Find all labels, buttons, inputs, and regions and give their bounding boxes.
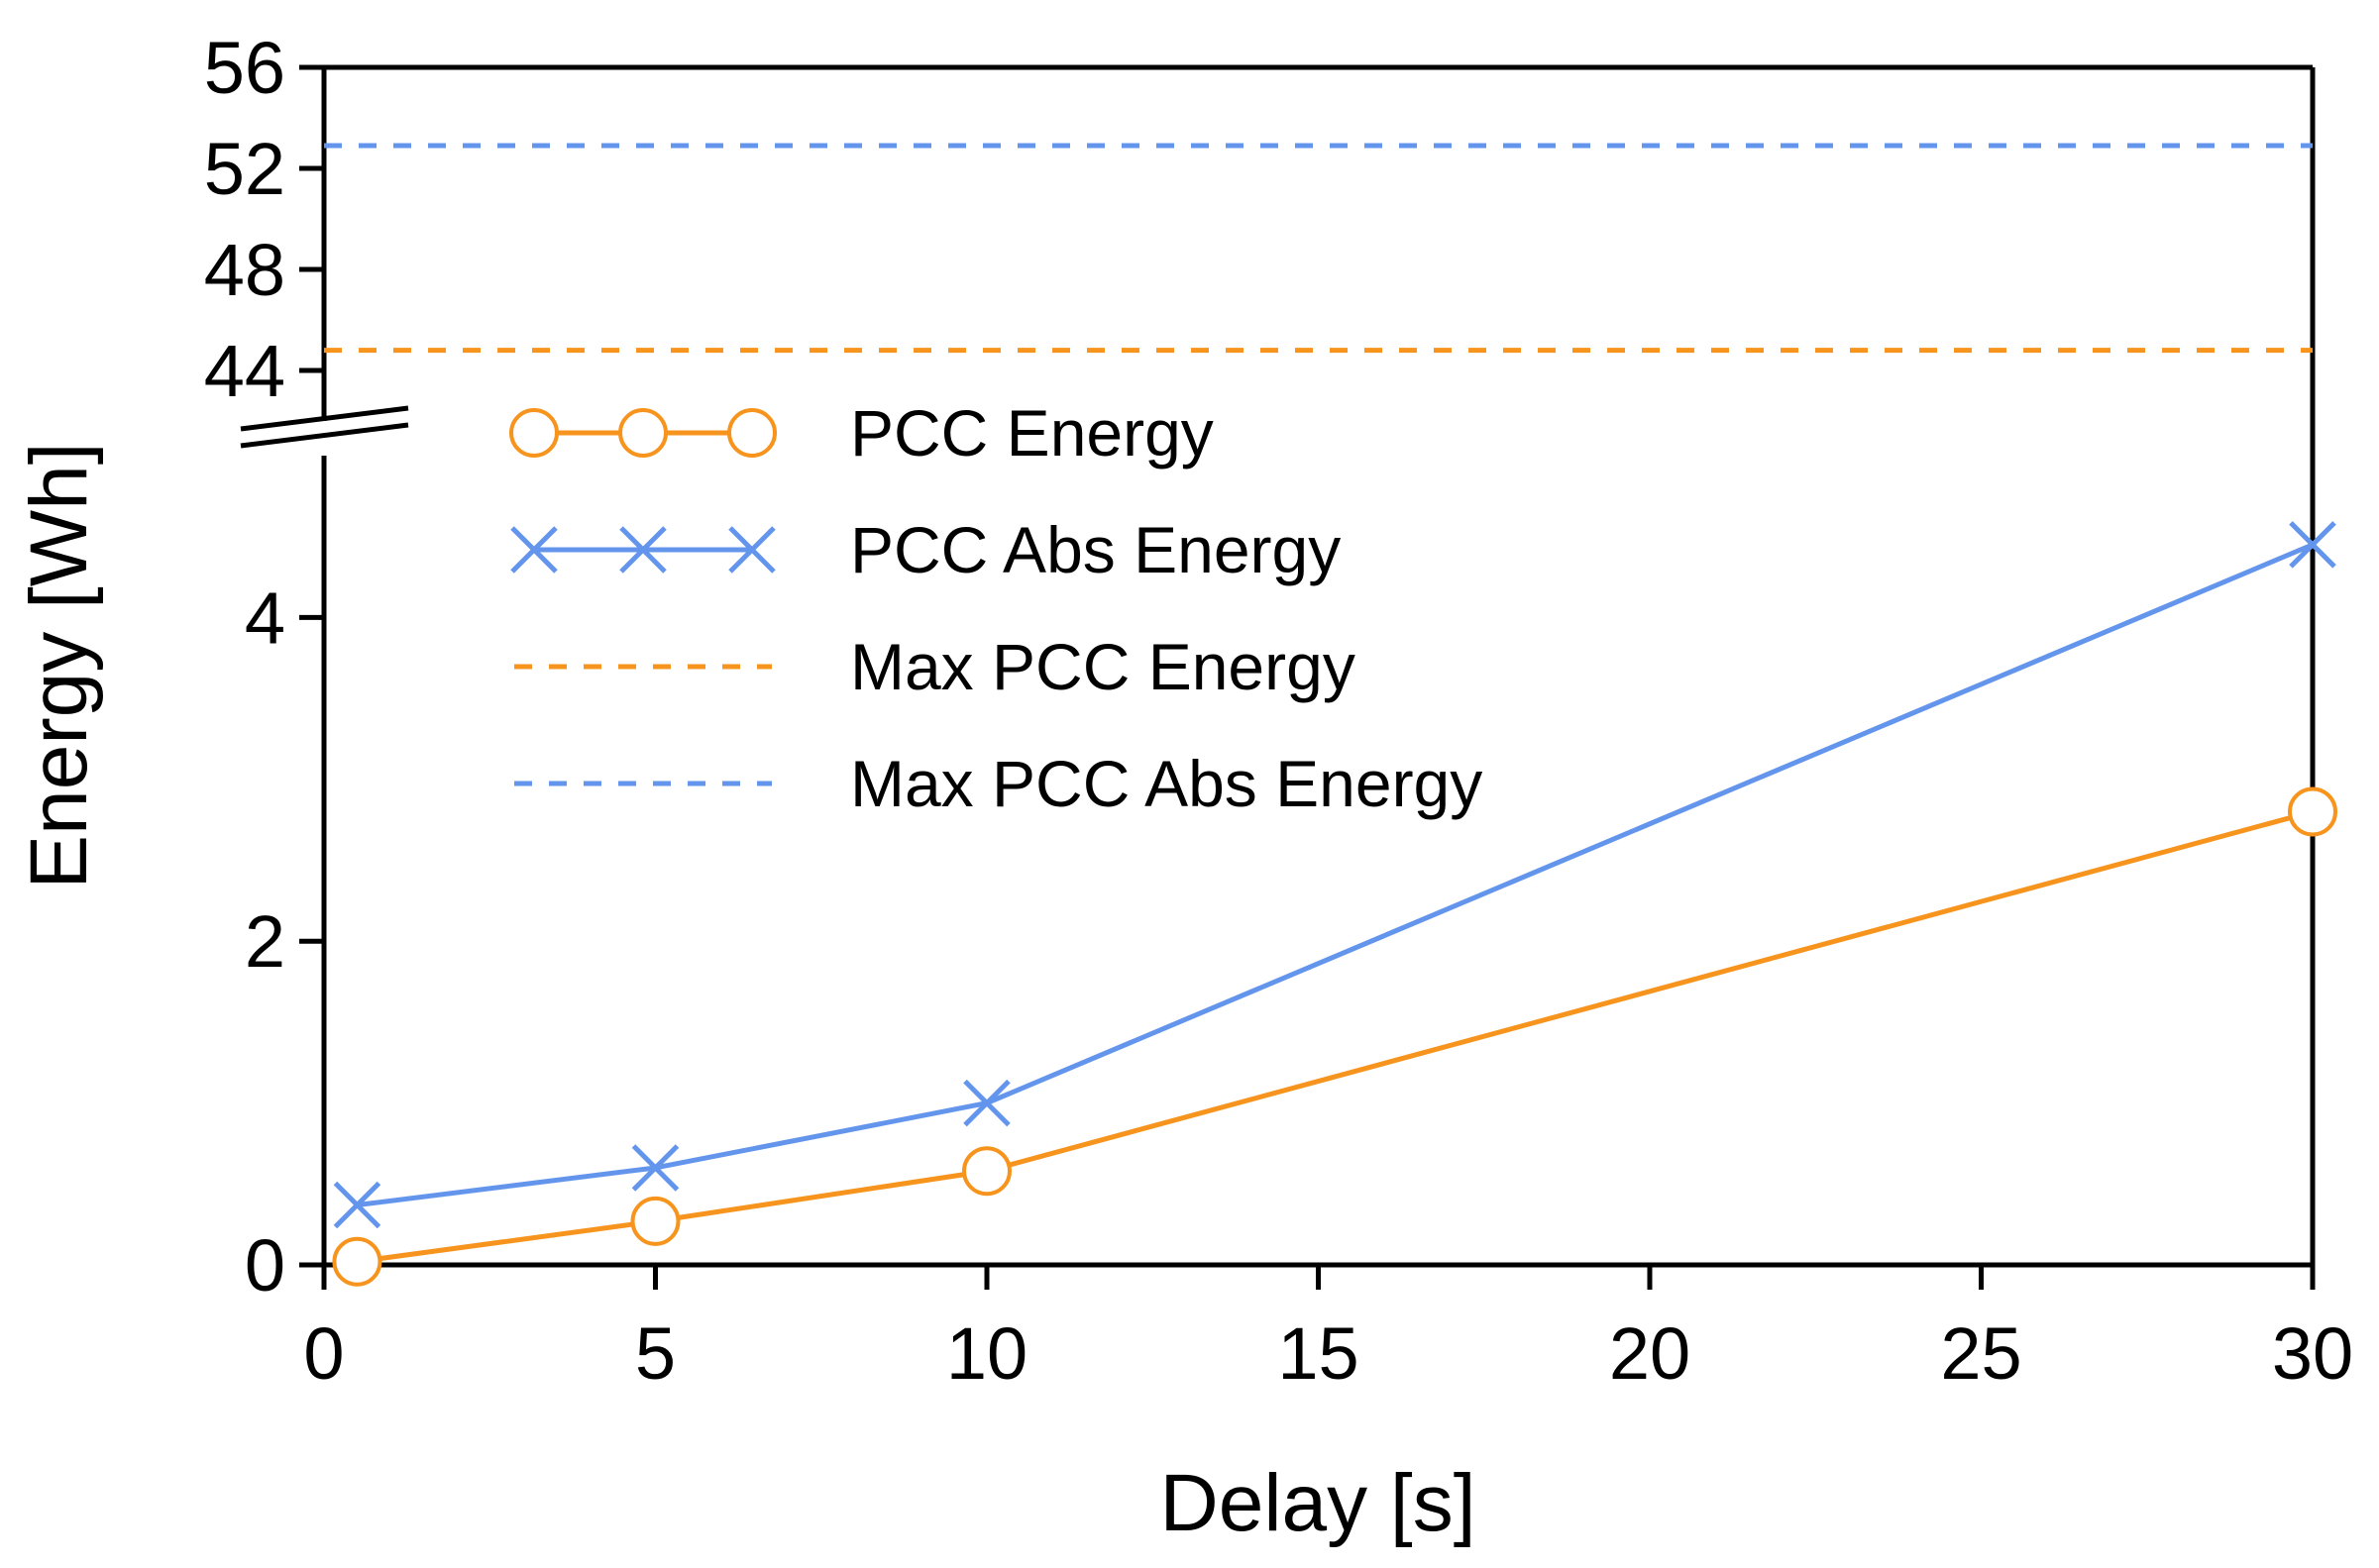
y-tick-label: 48 bbox=[204, 229, 285, 311]
x-tick-label: 25 bbox=[1940, 1312, 2021, 1395]
data-point-pcc-abs-energy bbox=[963, 1079, 1011, 1127]
data-point-pcc-energy bbox=[962, 1146, 1012, 1197]
legend-item-pcc-abs-energy: PCC Abs Energy bbox=[510, 513, 1341, 586]
legend-marker bbox=[618, 408, 668, 458]
x-tick-label: 5 bbox=[635, 1312, 676, 1395]
legend-item-max-pcc-abs-energy: Max PCC Abs Energy bbox=[514, 747, 1482, 820]
legend-label: PCC Abs Energy bbox=[850, 513, 1341, 586]
y-tick-label: 52 bbox=[204, 128, 285, 210]
legend-label: Max PCC Abs Energy bbox=[850, 747, 1482, 820]
legend-marker bbox=[727, 408, 777, 458]
data-point-pcc-abs-energy bbox=[333, 1181, 381, 1229]
series-line-pcc-abs-energy bbox=[357, 542, 2314, 1208]
legend: PCC Energy PCC Abs Energy Max PCC Energy Ma… bbox=[509, 396, 1482, 820]
y-tick-label: 44 bbox=[204, 330, 285, 412]
legend-label: PCC Energy bbox=[850, 396, 1214, 470]
legend-item-max-pcc-energy: Max PCC Energy bbox=[514, 630, 1355, 703]
series-pcc-energy bbox=[332, 786, 2337, 1287]
y-tick-label: 2 bbox=[245, 900, 285, 983]
x-tick-label: 15 bbox=[1277, 1312, 1358, 1395]
legend-label: Max PCC Energy bbox=[850, 630, 1355, 703]
data-point-pcc-energy bbox=[630, 1196, 681, 1246]
y-tick-label: 56 bbox=[204, 27, 285, 109]
x-tick-label: 0 bbox=[303, 1312, 344, 1395]
axis-break-mark-upper bbox=[240, 405, 409, 432]
y-tick-label: 0 bbox=[245, 1224, 285, 1307]
axis-break-mark-lower bbox=[240, 422, 409, 449]
axis-break-marks bbox=[240, 405, 409, 449]
legend-marker bbox=[509, 408, 559, 458]
series-line-pcc-energy bbox=[357, 809, 2314, 1265]
x-tick-label: 30 bbox=[2272, 1312, 2353, 1395]
x-tick-label: 10 bbox=[946, 1312, 1027, 1395]
data-point-pcc-energy bbox=[332, 1236, 382, 1287]
x-tick-label: 20 bbox=[1609, 1312, 1690, 1395]
legend-item-pcc-energy: PCC Energy bbox=[509, 396, 1214, 470]
x-axis-title: Delay [s] bbox=[1160, 1458, 1476, 1548]
x-axis-ticks: 0 5 10 15 20 25 30 bbox=[303, 1265, 2353, 1395]
series-pcc-abs-energy bbox=[333, 521, 2336, 1229]
series-layer bbox=[324, 143, 2337, 1287]
y-axis-title: Energy [Wh] bbox=[14, 442, 104, 889]
legend-marker bbox=[728, 526, 776, 574]
data-point-pcc-abs-energy bbox=[631, 1144, 680, 1192]
data-point-pcc-energy bbox=[2288, 786, 2337, 837]
data-point-pcc-abs-energy bbox=[2289, 521, 2336, 569]
legend-marker bbox=[619, 526, 667, 574]
legend-marker bbox=[510, 526, 558, 574]
y-tick-label: 4 bbox=[245, 576, 285, 659]
